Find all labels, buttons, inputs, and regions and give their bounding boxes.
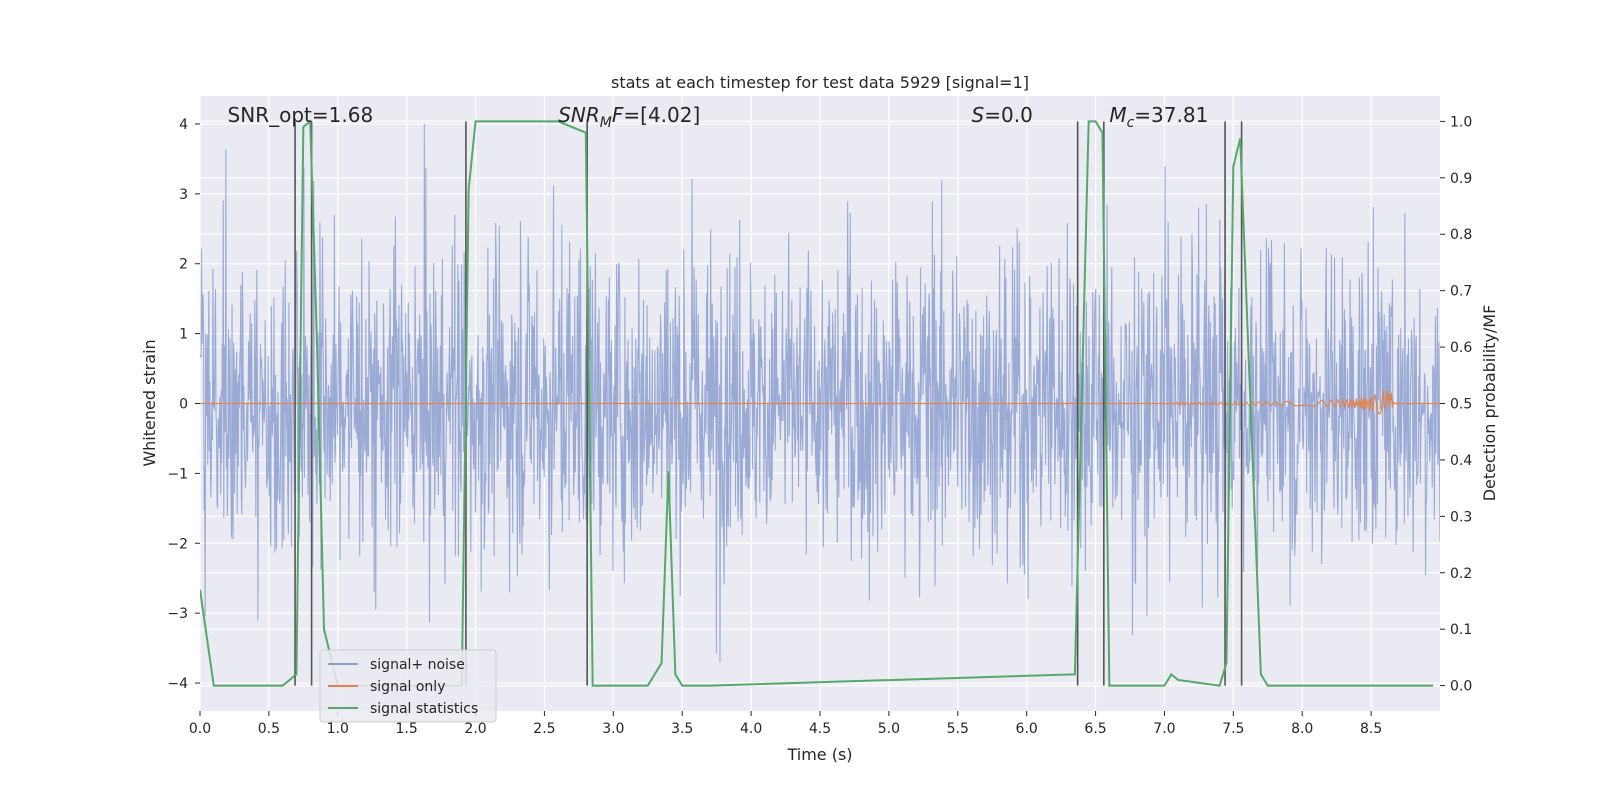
signal-statistics-line (200, 119, 1434, 687)
x-tick-label: 8.5 (1360, 721, 1382, 737)
signal-only-line (200, 390, 1440, 415)
y-tick-label: 2 (179, 257, 188, 273)
right-tick-label: 0.9 (1450, 171, 1472, 187)
y-axis-ticks: 4 3 2 1 0 −1 −2 −3 −4 (167, 117, 200, 692)
x-tick-label: 1.5 (396, 721, 418, 737)
y-tick-label: −3 (167, 606, 188, 622)
y-tick-label: −4 (167, 676, 188, 692)
x-tick-label: 2.0 (464, 721, 486, 737)
right-tick-label: 0.8 (1450, 227, 1472, 243)
right-axis-ticks: 1.0 0.9 0.8 0.7 0.6 0.5 0.4 0.3 0.2 0.1 0.0 (1440, 114, 1472, 695)
right-tick-label: 0.1 (1450, 622, 1472, 638)
annotation-s: S=0.0 (972, 103, 1033, 127)
right-tick-label: 1.0 (1450, 114, 1472, 130)
right-tick-label: 0.2 (1450, 566, 1472, 582)
x-axis-ticks: 0.0 0.5 1.0 1.5 2.0 2.5 3.0 3.5 4.0 4.5 5.0 5.5 6.0 6… (189, 711, 1382, 737)
series-layer (200, 119, 1440, 687)
y-tick-label: 3 (179, 187, 188, 203)
chart-title: stats at each timestep for test data 592… (611, 73, 1029, 92)
annotation-mc: Mc=37.81 (1109, 103, 1208, 131)
annotations: SNR_opt=1.68 SNRMF=[4.02] S=0.0 Mc=37.81 (228, 103, 1209, 131)
x-axis-label: Time (s) (786, 745, 852, 764)
right-tick-label: 0.3 (1450, 509, 1472, 525)
annotation-snr-opt: SNR_opt=1.68 (228, 103, 374, 127)
y-tick-label: −2 (167, 536, 188, 552)
x-tick-label: 0.0 (189, 721, 211, 737)
legend-label-signal-statistics: signal statistics (370, 701, 478, 717)
y-tick-label: 4 (179, 117, 188, 133)
x-tick-label: 6.5 (1084, 721, 1106, 737)
legend-box (319, 649, 497, 723)
x-tick-label: 4.0 (740, 721, 762, 737)
signal-noise-line (200, 123, 1440, 663)
y-tick-label: −1 (167, 466, 188, 482)
x-tick-label: 2.5 (533, 721, 555, 737)
right-axis-label: Detection probability/MF (1480, 305, 1499, 502)
x-tick-label: 3.0 (602, 721, 624, 737)
x-tick-label: 5.5 (947, 721, 969, 737)
right-tick-label: 0.5 (1450, 397, 1472, 413)
x-tick-label: 3.5 (671, 721, 693, 737)
right-tick-label: 0.0 (1450, 679, 1472, 695)
annotation-snr-mf: SNRMF=[4.02] (558, 103, 700, 131)
x-tick-label: 6.0 (1016, 721, 1038, 737)
right-tick-label: 0.4 (1450, 453, 1472, 469)
x-tick-label: 8.0 (1291, 721, 1313, 737)
x-tick-label: 0.5 (258, 721, 280, 737)
legend: signal+ noise signal only signal statist… (319, 649, 497, 723)
x-tick-label: 5.0 (878, 721, 900, 737)
x-tick-label: 7.0 (1153, 721, 1175, 737)
legend-label-signal-only: signal only (370, 679, 445, 695)
right-tick-label: 0.6 (1450, 340, 1472, 356)
x-tick-label: 7.5 (1222, 721, 1244, 737)
y-tick-label: 0 (179, 397, 188, 413)
y-tick-label: 1 (179, 327, 188, 343)
y-axis-label: Whitened strain (140, 339, 159, 466)
legend-label-signal-noise: signal+ noise (370, 657, 465, 673)
x-tick-label: 4.5 (809, 721, 831, 737)
x-tick-label: 1.0 (327, 721, 349, 737)
right-tick-label: 0.7 (1450, 284, 1472, 300)
